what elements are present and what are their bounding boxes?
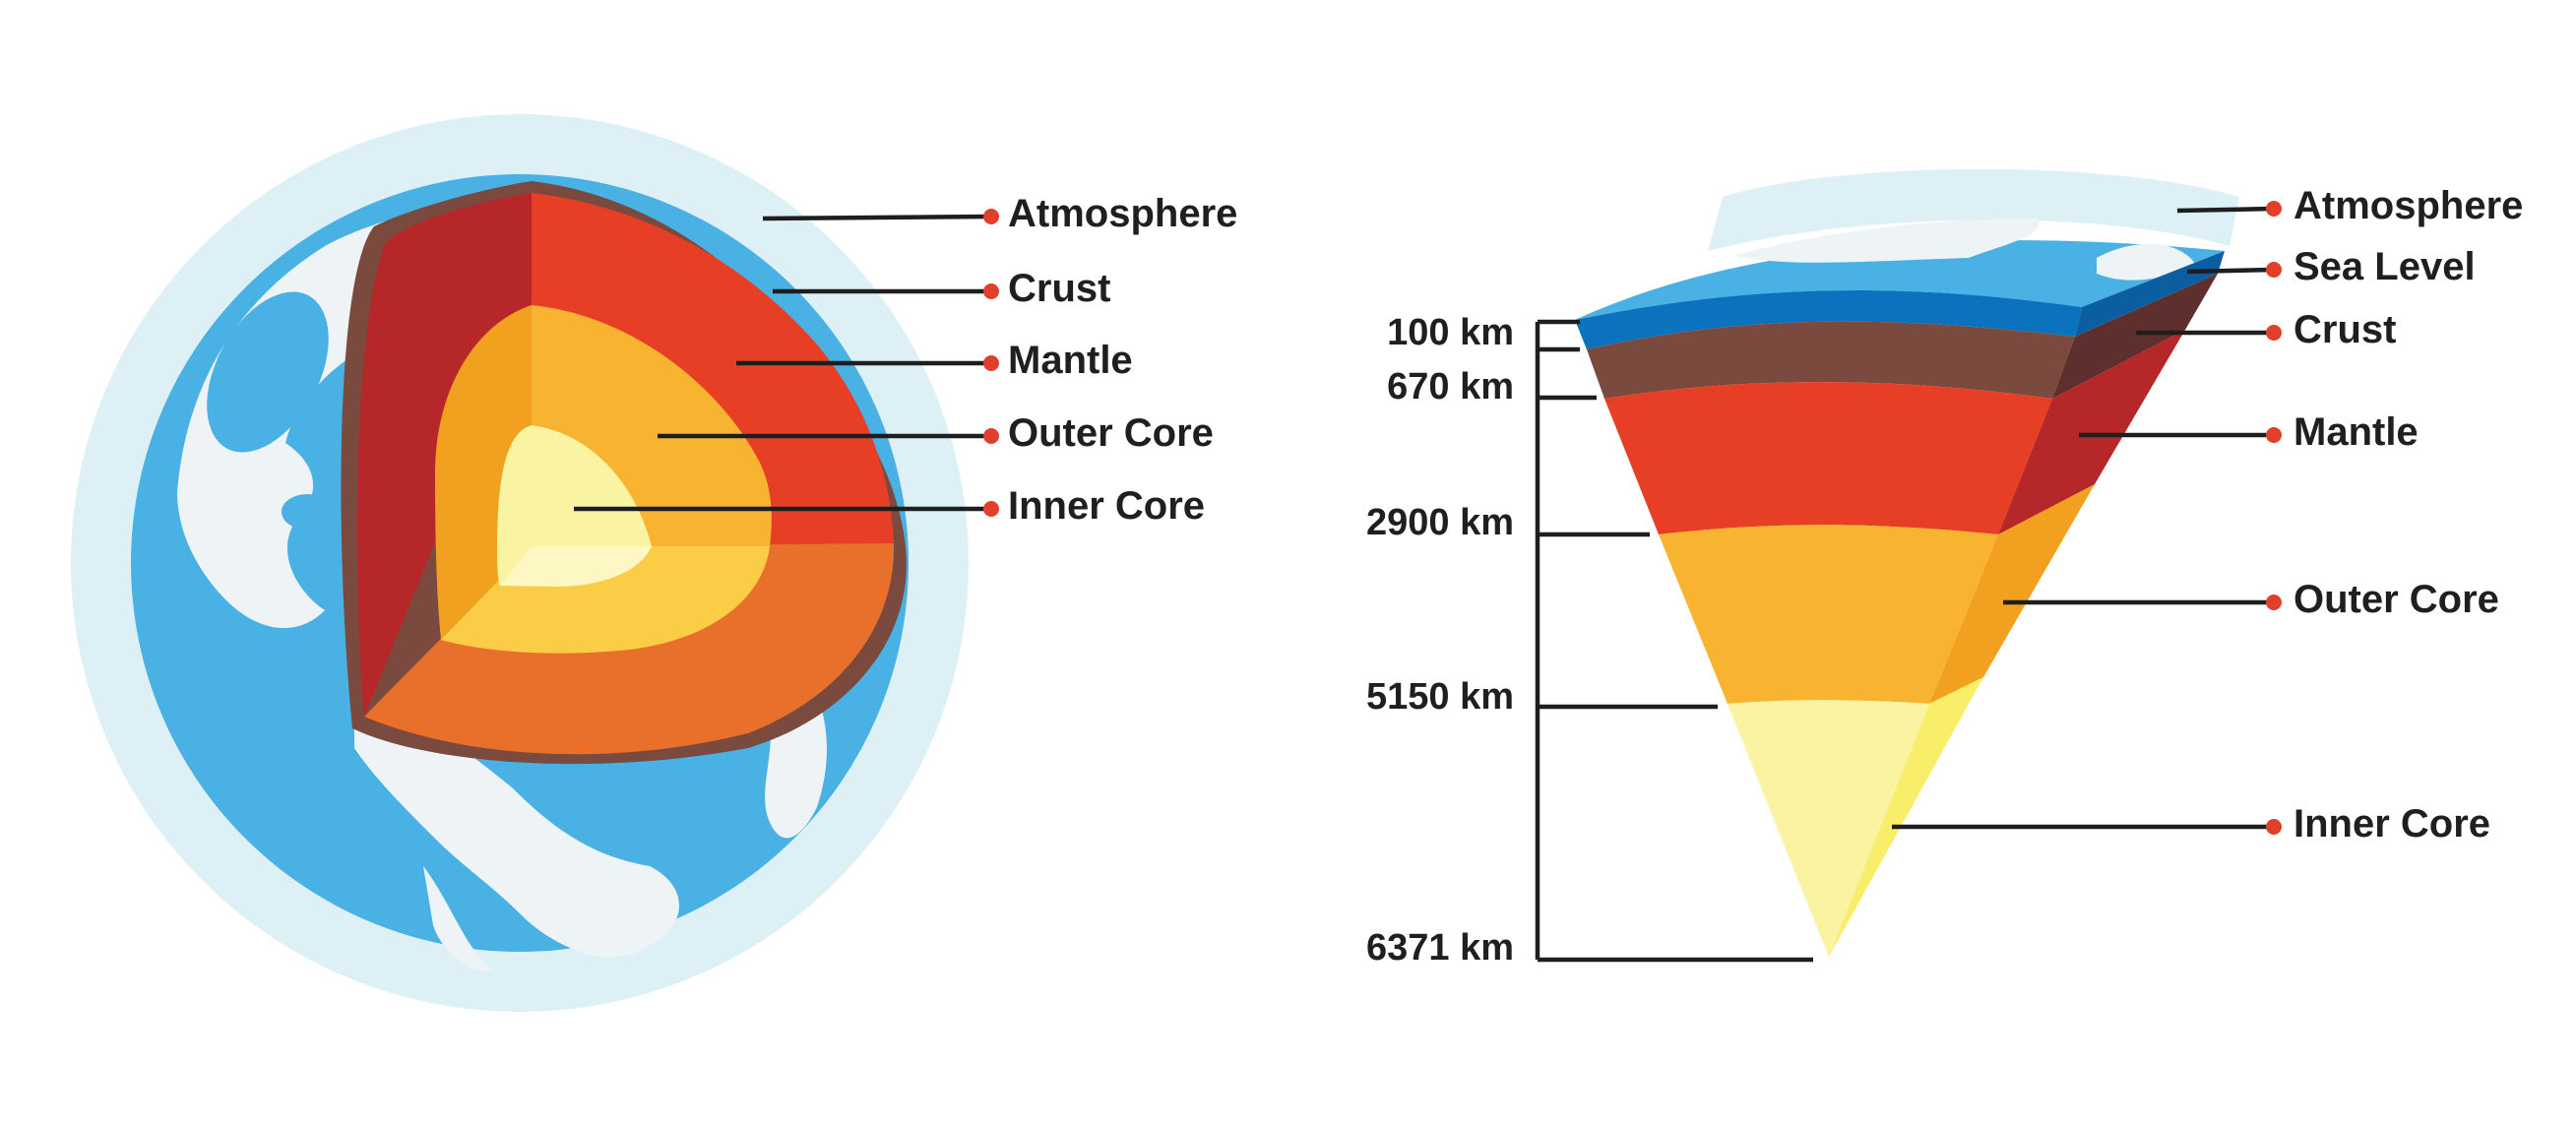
- wedge-dot-sea-level: [2266, 262, 2282, 278]
- globe-inner-core-left: [497, 425, 532, 586]
- wedge-inner-core-side: [1829, 677, 1983, 957]
- wedge-land-top: [1732, 219, 2040, 263]
- globe-land-lower: [423, 866, 492, 970]
- globe-dot-inner-core: [983, 501, 999, 517]
- wedge-label-atmosphere: Atmosphere: [2176, 184, 2523, 227]
- globe-dot-atmosphere: [983, 209, 999, 224]
- depth-label-2900: 2900 km: [1366, 502, 1514, 543]
- wedge-dot-outer-core: [2266, 595, 2282, 610]
- depth-label-670: 670 km: [1387, 366, 1514, 407]
- wedge-leader-atmosphere: [2176, 206, 2275, 214]
- wedge-label-crust: Crust: [2136, 308, 2396, 351]
- globe-label-outer-core-text: Outer Core: [1008, 411, 1214, 455]
- wedge-cross-section: [1575, 168, 2239, 957]
- wedge-outer-core-side: [1929, 484, 2095, 704]
- globe-inner-core-bottom: [500, 546, 652, 587]
- wedge-ocean-top: [1575, 240, 2225, 320]
- wedge-dot-crust: [2266, 325, 2282, 341]
- depth-label-6371: 6371 km: [1366, 927, 1514, 969]
- globe-label-inner-core-text: Inner Core: [1008, 484, 1205, 528]
- wedge-label-outer-core: Outer Core: [2003, 578, 2499, 621]
- wedge-label-mantle: Mantle: [2079, 410, 2419, 454]
- wedge-label-inner-core-text: Inner Core: [2293, 802, 2490, 845]
- depth-label-100: 100 km: [1387, 312, 1514, 353]
- wedge-outer-core-front: [1659, 525, 1998, 704]
- globe-label-outer-core: Outer Core: [658, 411, 1214, 455]
- globe-label-inner-core: Inner Core: [574, 484, 1205, 528]
- wedge-mantle-side: [1998, 330, 2185, 534]
- wedge-sea-level: [1575, 289, 2082, 349]
- wedge-dot-mantle: [2266, 427, 2282, 443]
- globe-label-atmosphere: Atmosphere: [762, 192, 1237, 235]
- wedge-sea-level-side: [2075, 251, 2225, 337]
- wedge-label-atmosphere-text: Atmosphere: [2293, 184, 2523, 227]
- wedge-label-crust-text: Crust: [2293, 308, 2396, 351]
- globe-label-atmosphere-text: Atmosphere: [1008, 192, 1237, 235]
- depth-scale: 100 km 670 km 2900 km 5150 km 6371 km: [1366, 312, 1813, 969]
- globe-inner-core-front: [532, 425, 652, 546]
- wedge-land-top-right: [2097, 243, 2195, 281]
- depth-label-5150: 5150 km: [1366, 676, 1514, 718]
- wedge-crust-side: [2052, 274, 2218, 399]
- globe-dot-outer-core: [983, 428, 999, 444]
- wedge-mantle-front: [1604, 382, 2052, 534]
- wedge-crust-front: [1587, 321, 2075, 399]
- wedge-label-outer-core-text: Outer Core: [2293, 578, 2499, 621]
- wedge-label-sea-level-text: Sea Level: [2293, 245, 2476, 288]
- wedge-label-sea-level: Sea Level: [2186, 245, 2476, 288]
- wedge-inner-core-front: [1728, 700, 1929, 957]
- globe-label-mantle: Mantle: [736, 339, 1133, 382]
- wedge-label-inner-core: Inner Core: [1892, 802, 2490, 845]
- wedge-dot-atmosphere: [2266, 201, 2282, 217]
- wedge-leader-sea-level: [2186, 267, 2275, 275]
- globe-label-crust: Crust: [773, 267, 1110, 310]
- wedge-atmosphere: [1708, 168, 2239, 251]
- wedge-dot-inner-core: [2266, 819, 2282, 835]
- globe-dot-mantle: [983, 355, 999, 371]
- globe-land-south: [354, 689, 679, 958]
- globe-leader-atmosphere: [762, 214, 992, 221]
- globe-ocean-pool: [207, 291, 329, 453]
- globe-cutaway: [71, 114, 969, 1012]
- globe-ocean-pool-small: [282, 494, 333, 530]
- wedge-labels: Atmosphere Sea Level Crust Mantle Outer …: [1892, 184, 2523, 845]
- globe-land-north: [177, 207, 456, 629]
- wedge-label-mantle-text: Mantle: [2293, 410, 2419, 454]
- globe-labels: Atmosphere Crust Mantle Outer Core Inner…: [574, 192, 1237, 528]
- globe-label-crust-text: Crust: [1008, 267, 1110, 310]
- globe-label-mantle-text: Mantle: [1008, 339, 1133, 382]
- globe-dot-crust: [983, 283, 999, 299]
